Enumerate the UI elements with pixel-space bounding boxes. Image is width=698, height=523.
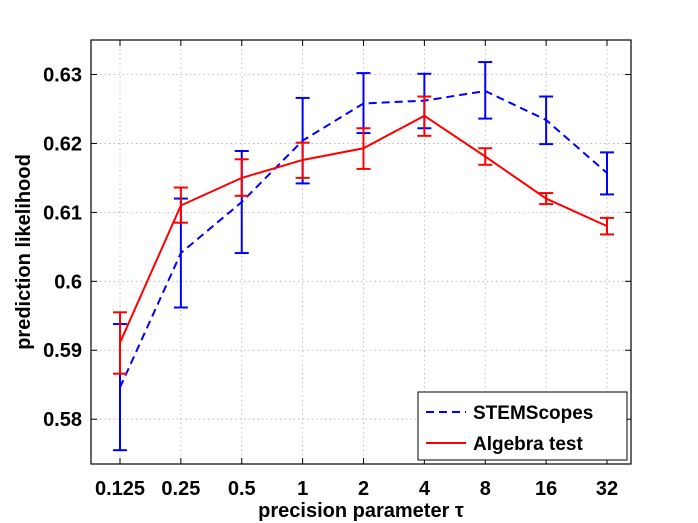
plot-frame bbox=[90, 39, 632, 465]
series-line-stemscopes bbox=[119, 89, 608, 388]
x-tick-label: 0.125 bbox=[95, 478, 145, 500]
y-tick-label: 0.59 bbox=[43, 340, 82, 362]
x-tick-label: 4 bbox=[419, 478, 431, 500]
x-tick-label: 8 bbox=[480, 478, 491, 500]
series-layer bbox=[113, 61, 614, 452]
series-line-algebra-test bbox=[119, 114, 608, 344]
legend-label-stemscopes: STEMScopes bbox=[473, 403, 593, 424]
legend-label-algebra-test: Algebra test bbox=[473, 434, 583, 455]
y-axis-label: prediction likelihood bbox=[13, 154, 35, 350]
y-tick-label: 0.6 bbox=[54, 271, 82, 293]
x-tick-label: 1 bbox=[297, 478, 308, 500]
y-tick-label: 0.63 bbox=[43, 64, 82, 86]
x-tick-label: 0.25 bbox=[161, 478, 200, 500]
x-tick-label: 32 bbox=[596, 478, 618, 500]
x-tick-label: 16 bbox=[535, 478, 557, 500]
x-tick-label: 2 bbox=[358, 478, 369, 500]
y-tick-label: 0.58 bbox=[43, 409, 82, 431]
series-algebra-test bbox=[113, 95, 614, 375]
legend: STEMScopes Algebra test bbox=[417, 391, 628, 461]
legend-box bbox=[417, 391, 628, 461]
y-tick-label: 0.61 bbox=[43, 202, 82, 224]
x-axis-label: precision parameter τ bbox=[258, 500, 464, 522]
x-tick-label: 0.5 bbox=[228, 478, 256, 500]
y-tick-label: 0.62 bbox=[43, 133, 82, 155]
ticks: 0.125 0.25 0.5 1 2 4 8 16 32 0.58 0.59 0.6 0.61 0.62 0… bbox=[43, 40, 631, 500]
